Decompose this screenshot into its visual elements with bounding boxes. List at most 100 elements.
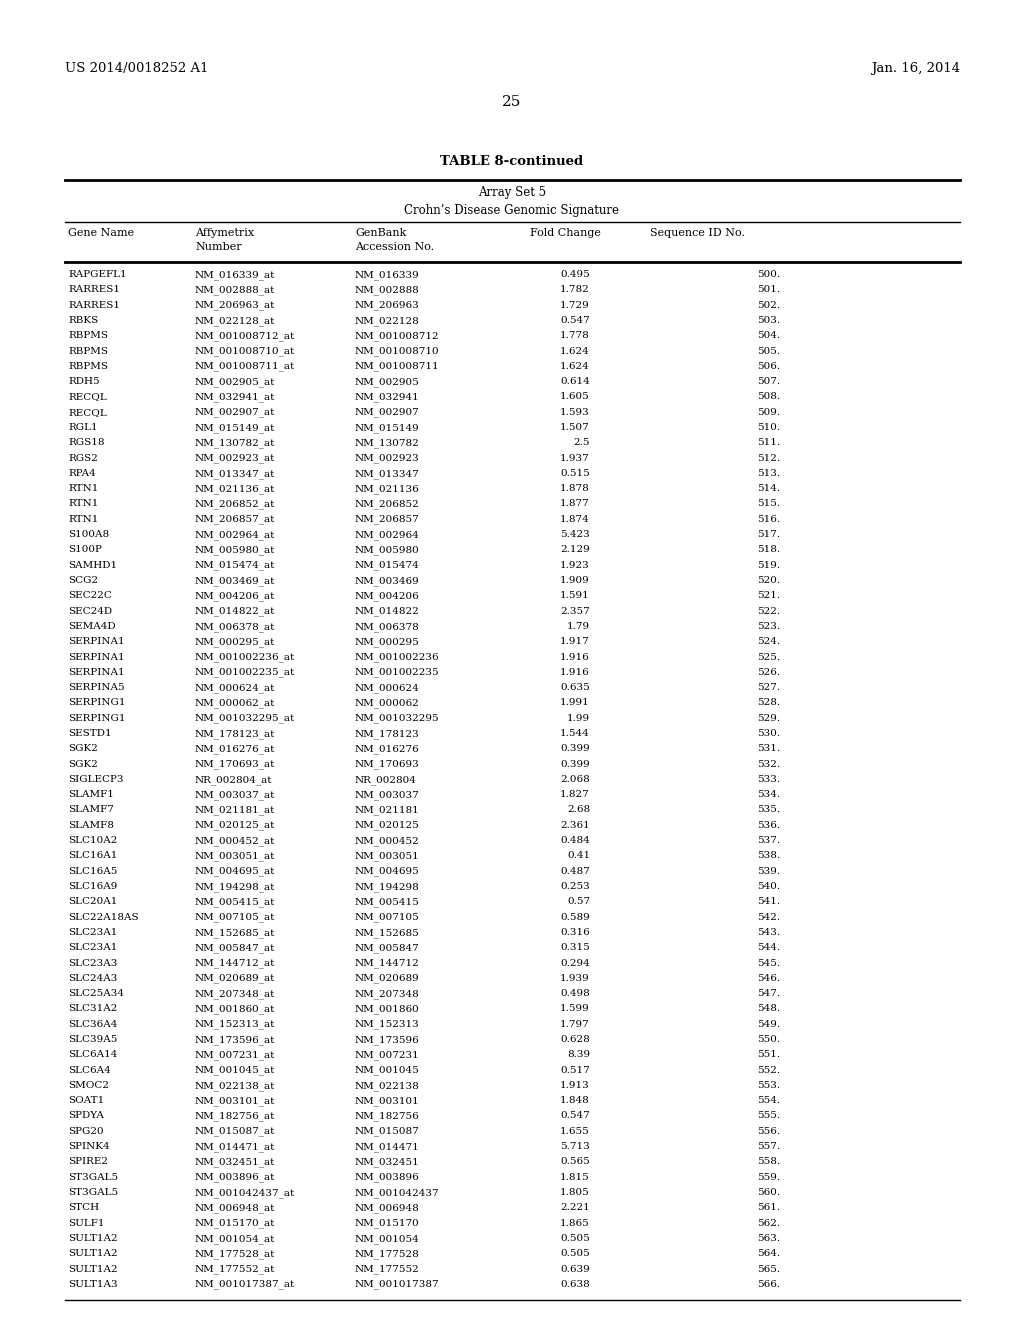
Text: SLC16A5: SLC16A5 <box>68 867 118 875</box>
Text: 508.: 508. <box>757 392 780 401</box>
Text: ST3GAL5: ST3GAL5 <box>68 1188 118 1197</box>
Text: NM_003101_at: NM_003101_at <box>195 1096 275 1106</box>
Text: 527.: 527. <box>757 684 780 692</box>
Text: 0.315: 0.315 <box>560 944 590 952</box>
Text: SULT1A2: SULT1A2 <box>68 1265 118 1274</box>
Text: RARRES1: RARRES1 <box>68 285 120 294</box>
Text: NM_152685_at: NM_152685_at <box>195 928 275 937</box>
Text: SGK2: SGK2 <box>68 744 98 754</box>
Text: NM_006378: NM_006378 <box>355 622 420 631</box>
Text: NM_000452_at: NM_000452_at <box>195 836 275 846</box>
Text: NM_032451: NM_032451 <box>355 1158 420 1167</box>
Text: NM_001017387_at: NM_001017387_at <box>195 1280 295 1290</box>
Text: NM_000062: NM_000062 <box>355 698 420 708</box>
Text: 557.: 557. <box>757 1142 780 1151</box>
Text: 0.57: 0.57 <box>567 898 590 907</box>
Text: 558.: 558. <box>757 1158 780 1167</box>
Text: Sequence ID No.: Sequence ID No. <box>650 228 744 238</box>
Text: NM_016276_at: NM_016276_at <box>195 744 275 754</box>
Text: 2.5: 2.5 <box>573 438 590 447</box>
Text: RTN1: RTN1 <box>68 499 98 508</box>
Text: NM_005980: NM_005980 <box>355 545 420 556</box>
Text: NM_170693: NM_170693 <box>355 759 420 770</box>
Text: NM_002905_at: NM_002905_at <box>195 378 275 387</box>
Text: NM_003037_at: NM_003037_at <box>195 791 275 800</box>
Text: NM_206857: NM_206857 <box>355 515 420 524</box>
Text: NM_000062_at: NM_000062_at <box>195 698 275 708</box>
Text: 500.: 500. <box>757 271 780 279</box>
Text: 0.316: 0.316 <box>560 928 590 937</box>
Text: 2.129: 2.129 <box>560 545 590 554</box>
Text: 0.638: 0.638 <box>560 1280 590 1288</box>
Text: NM_001002235: NM_001002235 <box>355 668 439 677</box>
Text: 1.877: 1.877 <box>560 499 590 508</box>
Text: NM_003469_at: NM_003469_at <box>195 576 275 586</box>
Text: RBPMS: RBPMS <box>68 331 108 341</box>
Text: Affymetrix: Affymetrix <box>195 228 254 238</box>
Text: 523.: 523. <box>757 622 780 631</box>
Text: NM_022128: NM_022128 <box>355 315 420 326</box>
Text: 513.: 513. <box>757 469 780 478</box>
Text: 1.655: 1.655 <box>560 1127 590 1135</box>
Text: SLC16A9: SLC16A9 <box>68 882 118 891</box>
Text: SERPINA1: SERPINA1 <box>68 638 125 647</box>
Text: 0.505: 0.505 <box>560 1234 590 1243</box>
Text: SEC22C: SEC22C <box>68 591 112 601</box>
Text: NM_022138_at: NM_022138_at <box>195 1081 275 1090</box>
Text: SLAMF8: SLAMF8 <box>68 821 114 830</box>
Text: NM_016339: NM_016339 <box>355 271 420 280</box>
Text: 5.423: 5.423 <box>560 531 590 539</box>
Text: SPIRE2: SPIRE2 <box>68 1158 108 1167</box>
Text: 530.: 530. <box>757 729 780 738</box>
Text: 542.: 542. <box>757 912 780 921</box>
Text: NM_015170_at: NM_015170_at <box>195 1218 275 1229</box>
Text: 1.939: 1.939 <box>560 974 590 983</box>
Text: NM_152685: NM_152685 <box>355 928 420 937</box>
Text: NM_022128_at: NM_022128_at <box>195 315 275 326</box>
Text: RECQL: RECQL <box>68 392 106 401</box>
Text: 560.: 560. <box>757 1188 780 1197</box>
Text: 0.495: 0.495 <box>560 271 590 279</box>
Text: NM_007231_at: NM_007231_at <box>195 1051 275 1060</box>
Text: 553.: 553. <box>757 1081 780 1090</box>
Text: Array Set 5: Array Set 5 <box>478 186 546 199</box>
Text: US 2014/0018252 A1: US 2014/0018252 A1 <box>65 62 209 75</box>
Text: NM_015149: NM_015149 <box>355 422 420 433</box>
Text: 529.: 529. <box>757 714 780 723</box>
Text: NM_177552_at: NM_177552_at <box>195 1265 275 1274</box>
Text: 2.361: 2.361 <box>560 821 590 830</box>
Text: SLC31A2: SLC31A2 <box>68 1005 118 1014</box>
Text: NM_173596: NM_173596 <box>355 1035 420 1044</box>
Text: 0.253: 0.253 <box>560 882 590 891</box>
Text: 514.: 514. <box>757 484 780 494</box>
Text: NM_003051: NM_003051 <box>355 851 420 861</box>
Text: SLC6A4: SLC6A4 <box>68 1065 111 1074</box>
Text: 509.: 509. <box>757 408 780 417</box>
Text: 552.: 552. <box>757 1065 780 1074</box>
Text: NM_003037: NM_003037 <box>355 791 420 800</box>
Text: NM_194298: NM_194298 <box>355 882 420 892</box>
Text: 2.068: 2.068 <box>560 775 590 784</box>
Text: NM_007105_at: NM_007105_at <box>195 912 275 923</box>
Text: 502.: 502. <box>757 301 780 310</box>
Text: SEC24D: SEC24D <box>68 607 112 615</box>
Text: NM_006378_at: NM_006378_at <box>195 622 275 631</box>
Text: 555.: 555. <box>757 1111 780 1121</box>
Text: 25: 25 <box>503 95 521 110</box>
Text: NM_177552: NM_177552 <box>355 1265 420 1274</box>
Text: NM_005415: NM_005415 <box>355 898 420 907</box>
Text: SAMHD1: SAMHD1 <box>68 561 117 570</box>
Text: S100P: S100P <box>68 545 101 554</box>
Text: 540.: 540. <box>757 882 780 891</box>
Text: SULT1A2: SULT1A2 <box>68 1249 118 1258</box>
Text: NM_014471: NM_014471 <box>355 1142 420 1152</box>
Text: NM_004695: NM_004695 <box>355 867 420 876</box>
Text: 506.: 506. <box>757 362 780 371</box>
Text: SERPINA1: SERPINA1 <box>68 668 125 677</box>
Text: TABLE 8-continued: TABLE 8-continued <box>440 154 584 168</box>
Text: GenBank: GenBank <box>355 228 407 238</box>
Text: NM_001008712: NM_001008712 <box>355 331 439 341</box>
Text: SESTD1: SESTD1 <box>68 729 112 738</box>
Text: 1.778: 1.778 <box>560 331 590 341</box>
Text: NM_021136_at: NM_021136_at <box>195 484 275 494</box>
